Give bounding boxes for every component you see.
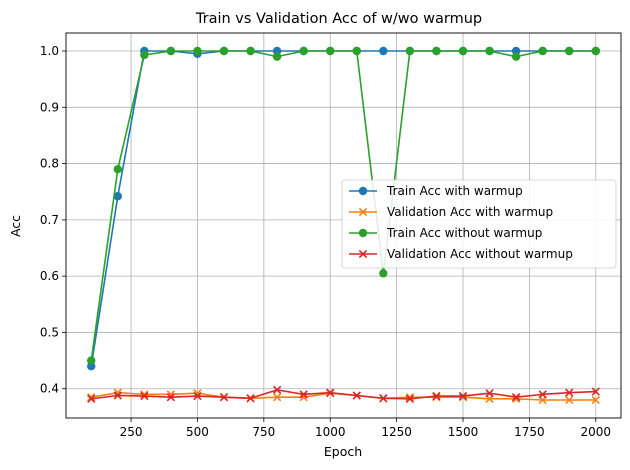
legend-item: Validation Acc with warmup [349, 205, 553, 219]
series-4-point [140, 391, 149, 401]
series-4-point [565, 388, 574, 397]
series-3-point [140, 50, 149, 60]
legend-label: Train Acc with warmup [386, 184, 523, 198]
series-3-point [113, 165, 122, 174]
series-3-point [272, 52, 282, 61]
x-tick-label: 750 [252, 425, 275, 439]
series-3-point [405, 46, 415, 56]
series-4-point [299, 390, 308, 399]
series-3-point [485, 46, 494, 56]
legend-marker [358, 249, 368, 259]
series-2-point [87, 393, 96, 402]
series-4 [87, 385, 600, 404]
series-4-point [485, 389, 494, 398]
series-4-point [352, 391, 361, 400]
series-4-point [113, 391, 122, 400]
series-3-point [565, 46, 574, 56]
series-1-point [113, 192, 122, 201]
y-tick-label: 0.7 [40, 213, 59, 227]
series-2-point [565, 395, 574, 405]
y-tick-label: 0.9 [40, 100, 59, 114]
series-4-point [326, 388, 335, 397]
series-3-point [166, 46, 176, 56]
series-4-point [379, 394, 388, 403]
x-axis-label: Epoch [324, 444, 362, 459]
x-tick-label: 500 [186, 425, 209, 439]
legend-item: Validation Acc without warmup [349, 247, 573, 261]
y-tick-label: 0.5 [40, 325, 59, 339]
series-3-point [591, 46, 600, 56]
y-axis-label: Acc [8, 215, 23, 237]
y-tick-label: 0.6 [40, 269, 59, 283]
series-3-point [219, 46, 229, 56]
series-2-point [591, 395, 600, 405]
x-tick-label: 1250 [381, 425, 412, 439]
y-tick-label: 0.8 [40, 157, 59, 171]
legend-marker [358, 207, 368, 217]
series-4-point [458, 391, 468, 401]
x-tick-label: 2000 [580, 425, 611, 439]
chart-title: Train vs Validation Acc of w/wo warmup [195, 11, 482, 27]
legend-item: Train Acc without warmup [349, 226, 542, 240]
legend: Train Acc with warmup Validation Acc with… [341, 179, 617, 269]
series-4-point [272, 385, 282, 395]
series-4-point [246, 394, 255, 403]
series-3 [87, 46, 600, 365]
legend-marker [358, 186, 368, 196]
plot-area [87, 46, 600, 405]
legend-item: Train Acc with warmup [349, 184, 523, 198]
x-axis: 250 500 750 1000 1250 1500 1750 2000 [120, 418, 611, 439]
legend-label: Train Acc without warmup [386, 226, 542, 240]
plot-frame [65, 32, 622, 419]
series-3-point [87, 356, 96, 365]
series-3-point [352, 46, 361, 56]
series-4-point [193, 391, 202, 401]
series-3-point [538, 46, 547, 56]
series-3-point [511, 52, 521, 61]
series-2-point [272, 393, 282, 402]
y-tick-label: 0.4 [40, 382, 59, 396]
legend-box [341, 179, 617, 269]
series-3-line [90, 50, 596, 361]
series-3-point [432, 46, 441, 56]
series-3-point [458, 46, 468, 56]
series-3-point [326, 46, 335, 56]
x-tick-label: 1000 [315, 425, 346, 439]
series-4-point [511, 393, 521, 402]
series-4-point [166, 393, 176, 402]
series-4-point [538, 390, 547, 399]
series-4-point [405, 394, 415, 404]
series-1-point [379, 46, 388, 56]
legend-label: Validation Acc with warmup [387, 205, 553, 219]
series-4-point [219, 393, 229, 402]
x-tick-label: 250 [120, 425, 143, 439]
series-3-point [299, 46, 308, 56]
series-4-point [432, 391, 441, 401]
series-4-line [91, 389, 596, 400]
legend-label: Validation Acc without warmup [387, 247, 573, 261]
legend-marker [358, 228, 368, 238]
x-tick-label: 1500 [448, 425, 479, 439]
series-4-point [591, 387, 600, 396]
series-3-point [193, 46, 202, 56]
series-3-point [379, 269, 388, 278]
series-3-point [246, 46, 255, 56]
y-tick-label: 1.0 [40, 44, 59, 58]
series-4-point [87, 394, 96, 404]
x-tick-label: 1750 [514, 425, 545, 439]
y-axis: 0.4 0.5 0.6 0.7 0.8 0.9 1.0 [40, 44, 66, 396]
